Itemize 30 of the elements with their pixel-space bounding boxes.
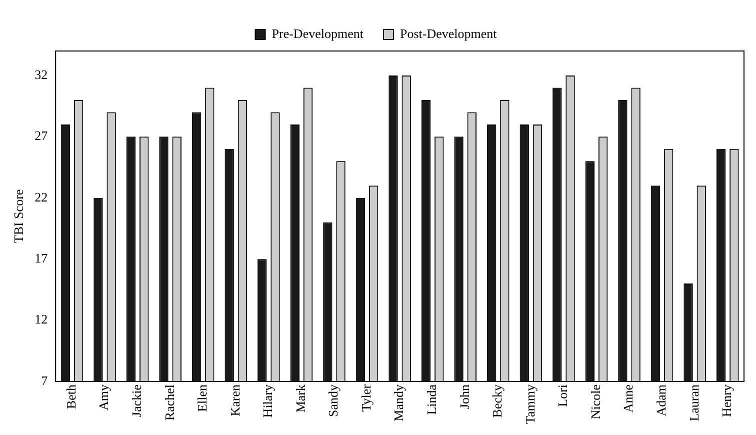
x-tick-label: Tammy: [522, 384, 538, 424]
x-tick-label: Henry: [719, 384, 734, 417]
y-axis-title: TBI Score: [11, 189, 26, 244]
x-tick-label: Lauran: [686, 384, 702, 422]
legend-label: Pre-Development: [272, 26, 364, 41]
x-tick-label: Ellen: [194, 384, 210, 412]
y-tick-label: 17: [34, 250, 48, 266]
x-tick-label: Amy: [96, 384, 112, 410]
x-tick-label: Tyler: [358, 384, 374, 412]
y-tick-label: 7: [41, 372, 48, 388]
x-tick-label: Karen: [227, 384, 242, 416]
x-tick-label: Adam: [653, 384, 668, 416]
x-tick-label: Beth: [63, 384, 78, 410]
x-tick-label: Rachel: [162, 384, 177, 421]
x-tick-label: Sandy: [326, 384, 341, 417]
x-tick-label: Hilary: [260, 384, 276, 418]
x-tick-label: John: [456, 384, 472, 410]
x-tick-label: Nicole: [588, 384, 603, 420]
x-tick-label: Mark: [292, 384, 308, 413]
legend-label: Post-Development: [400, 26, 498, 41]
x-tick-label: Lori: [555, 384, 570, 407]
x-tick-label: Mandy: [391, 384, 406, 422]
y-tick-label: 27: [34, 128, 48, 144]
x-tick-label: Jackie: [128, 384, 144, 417]
x-tick-label: Linda: [424, 384, 440, 415]
y-tick-label: 22: [34, 189, 48, 204]
x-tick-label: Becky: [490, 384, 505, 418]
y-tick-label: 12: [34, 312, 48, 327]
x-tick-label: Anne: [620, 384, 636, 413]
y-tick-label: 32: [34, 66, 48, 82]
